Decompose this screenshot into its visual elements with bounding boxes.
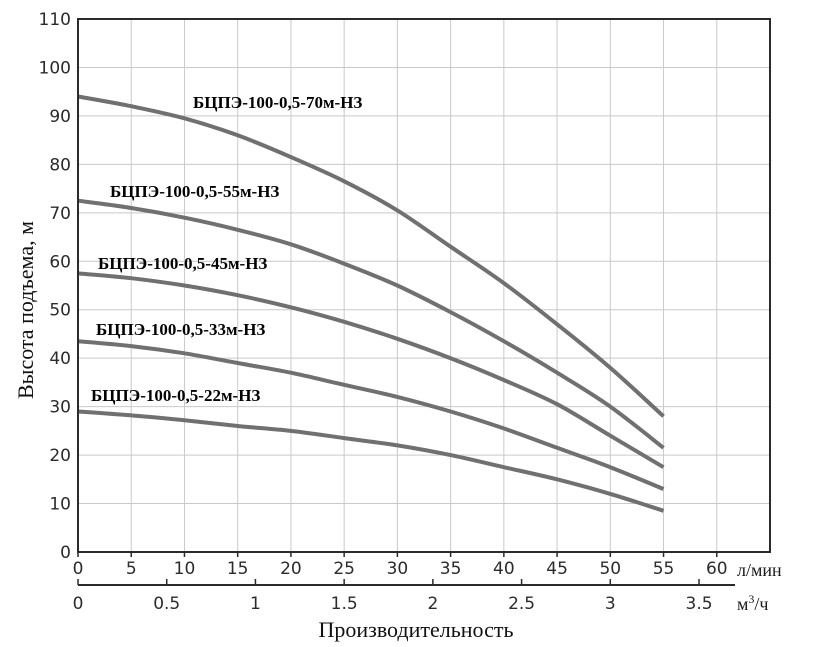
x2-tick-label: 1.5 <box>331 594 358 614</box>
x-tick-label: 60 <box>706 559 728 579</box>
x-axis-ticks: 0 5 10 15 20 25 30 35 40 45 50 55 60 <box>73 552 728 579</box>
series-curve <box>77 271 665 469</box>
series-label: БЦПЭ-100-0,5-70м-НЗ <box>193 93 362 112</box>
x-tick-label: 5 <box>126 559 137 579</box>
x2-tick-label: 0.5 <box>153 594 180 614</box>
x2-tick-label: 3 <box>605 594 616 614</box>
series-label: БЦПЭ-100-0,5-45м-НЗ <box>98 254 267 273</box>
y-tick-label: 80 <box>49 155 71 175</box>
x-tick-label: 25 <box>333 559 355 579</box>
x-tick-label: 10 <box>174 559 196 579</box>
x-tick-label: 35 <box>440 559 462 579</box>
y-tick-label: 40 <box>49 349 71 369</box>
series-curve <box>77 94 665 418</box>
x-tick-label: 30 <box>387 559 409 579</box>
y-tick-label: 30 <box>49 398 71 418</box>
x2-tick-label: 2.5 <box>508 594 535 614</box>
series-curve <box>77 198 665 450</box>
series-curve <box>77 409 665 513</box>
x2-tick-label: 2 <box>427 594 438 614</box>
x-tick-label: 15 <box>227 559 249 579</box>
x2-tick-label: 3.5 <box>686 594 713 614</box>
y-tick-label: 110 <box>39 10 71 30</box>
y-tick-label: 100 <box>39 58 71 78</box>
x2-tick-label: 0 <box>73 594 84 614</box>
series-curve <box>77 339 665 491</box>
y-tick-label: 90 <box>49 107 71 127</box>
series-labels: БЦПЭ-100-0,5-70м-НЗ БЦПЭ-100-0,5-55м-НЗ БЦ… <box>91 93 362 405</box>
x-tick-label: 0 <box>73 559 84 579</box>
y-tick-label: 0 <box>60 543 71 563</box>
y-tick-label: 10 <box>49 495 71 515</box>
series-label: БЦПЭ-100-0,5-33м-НЗ <box>96 320 265 339</box>
x2-tick-label: 1 <box>250 594 261 614</box>
y-axis-title: Высота подъема, м <box>13 221 38 399</box>
y-tick-label: 50 <box>49 301 71 321</box>
y-tick-label: 60 <box>49 252 71 272</box>
secondary-x-axis-ticks: 0 0.5 1 1.5 2 2.5 3 3.5 <box>73 579 713 614</box>
plot-frame <box>77 18 771 553</box>
x-tick-label: 40 <box>493 559 515 579</box>
y-axis-ticks: 0 10 20 30 40 50 60 70 80 90 100 110 <box>39 10 71 563</box>
y-tick-label: 20 <box>49 446 71 466</box>
x-tick-label: 20 <box>280 559 302 579</box>
series-label: БЦПЭ-100-0,5-55м-НЗ <box>110 182 279 201</box>
x-axis-unit: л/мин <box>737 560 782 580</box>
x-tick-label: 50 <box>599 559 621 579</box>
series-label: БЦПЭ-100-0,5-22м-НЗ <box>91 386 260 405</box>
performance-curves <box>77 94 665 513</box>
x-tick-label: 55 <box>653 559 675 579</box>
secondary-x-axis-unit: м3/ч <box>737 592 768 614</box>
y-tick-label: 70 <box>49 204 71 224</box>
x-tick-label: 45 <box>546 559 568 579</box>
x-axis-title: Производительность <box>318 617 513 642</box>
